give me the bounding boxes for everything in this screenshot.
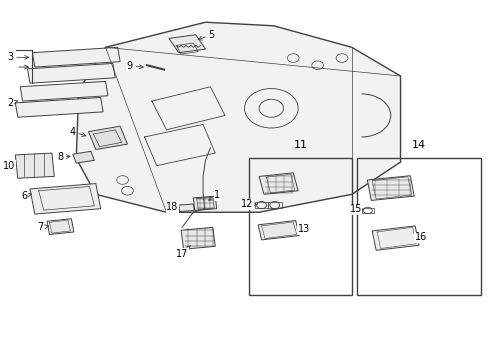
Polygon shape (193, 196, 216, 211)
Text: 1: 1 (208, 190, 220, 200)
Polygon shape (20, 81, 108, 101)
Text: 14: 14 (411, 140, 425, 149)
Polygon shape (73, 151, 94, 163)
Bar (361, 208, 373, 213)
Text: 5: 5 (198, 30, 214, 40)
Text: 12: 12 (240, 199, 256, 210)
Text: 8: 8 (57, 152, 70, 162)
Polygon shape (88, 126, 127, 149)
Polygon shape (181, 227, 215, 249)
Text: 6: 6 (21, 191, 31, 201)
Text: 9: 9 (126, 61, 143, 71)
Polygon shape (32, 47, 120, 67)
Polygon shape (27, 63, 115, 83)
Polygon shape (366, 176, 413, 201)
Bar (267, 202, 281, 208)
Text: 15: 15 (349, 204, 362, 215)
Bar (356, 158, 480, 295)
Bar (249, 158, 351, 295)
Text: 13: 13 (297, 225, 309, 234)
Text: 2: 2 (7, 98, 18, 108)
Polygon shape (15, 153, 54, 178)
Polygon shape (15, 98, 103, 117)
Polygon shape (178, 204, 194, 212)
Text: 7: 7 (38, 222, 48, 232)
Text: 11: 11 (293, 140, 307, 149)
Text: 18: 18 (166, 202, 179, 212)
Text: 10: 10 (3, 161, 16, 171)
Polygon shape (259, 173, 298, 194)
Text: 16: 16 (413, 232, 426, 242)
Polygon shape (76, 22, 400, 212)
Bar (254, 202, 268, 208)
Polygon shape (168, 35, 205, 53)
Text: 3: 3 (7, 52, 29, 62)
Text: 17: 17 (176, 246, 190, 258)
Polygon shape (47, 219, 74, 234)
Text: 4: 4 (70, 127, 86, 136)
Polygon shape (258, 221, 299, 240)
Polygon shape (30, 184, 101, 214)
Polygon shape (371, 226, 418, 250)
